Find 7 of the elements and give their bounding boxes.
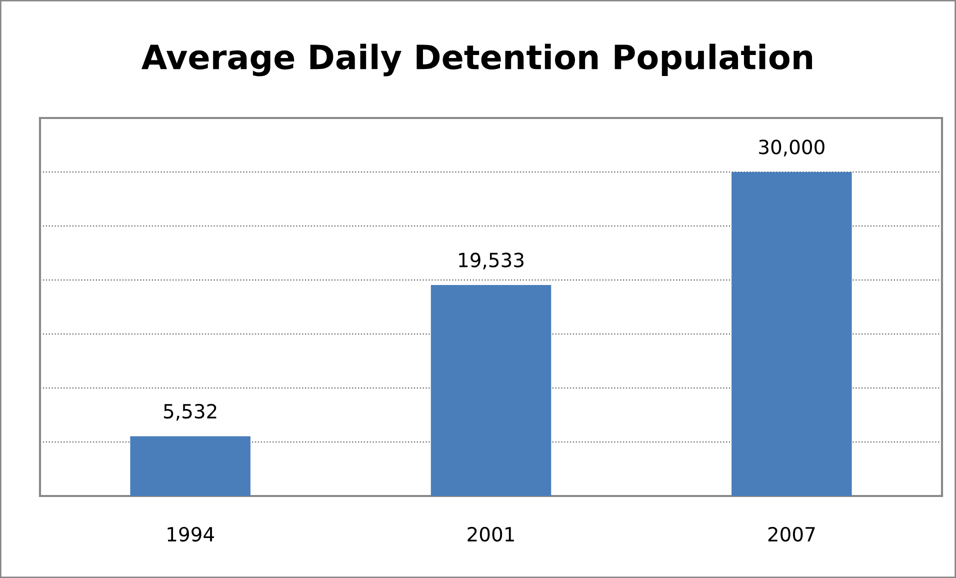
- x-tick-label: 2001: [468, 526, 514, 542]
- data-label: 19,533: [459, 252, 524, 270]
- chart-title: Average Daily Detention Population: [142, 44, 812, 76]
- x-tick-label: 2007: [768, 526, 815, 542]
- x-tick-label: 1994: [168, 526, 214, 542]
- data-label: 5,532: [164, 404, 216, 421]
- data-label: 30,000: [759, 140, 824, 156]
